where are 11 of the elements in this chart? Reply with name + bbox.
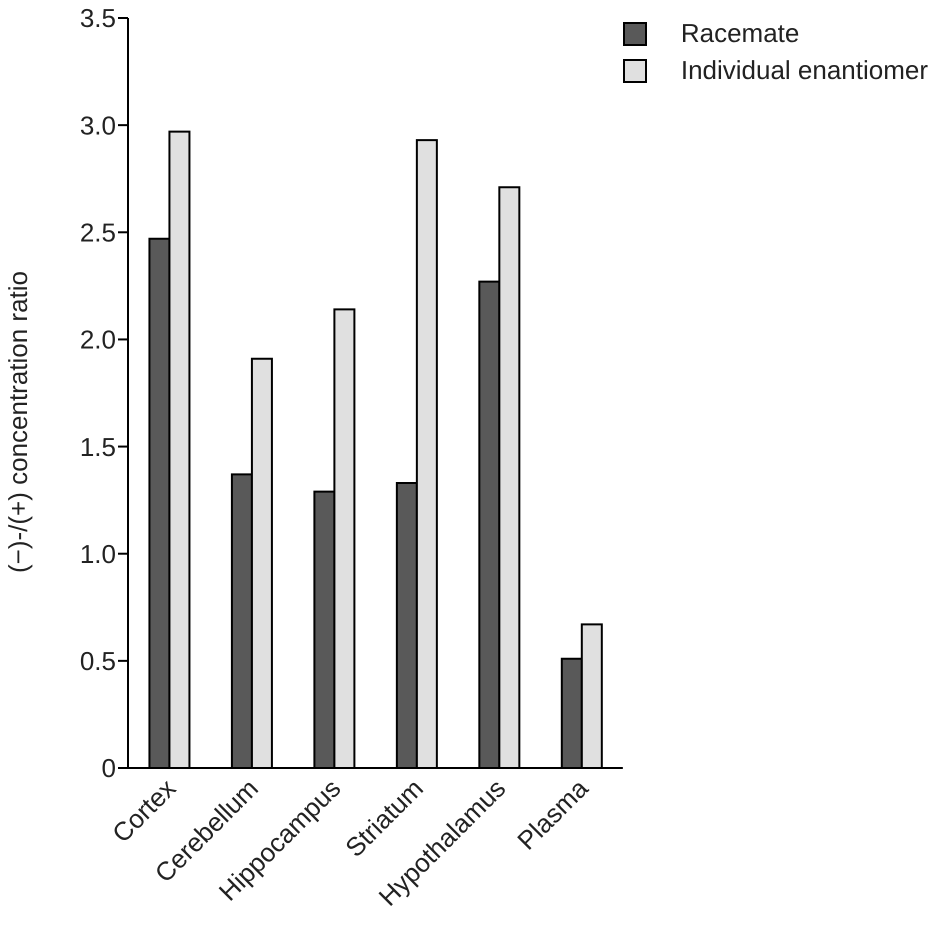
- y-tick-label: 0.5: [80, 646, 116, 676]
- y-axis-title: (−)-/(+) concentration ratio: [3, 270, 34, 573]
- y-tick-label: 1.0: [80, 538, 116, 569]
- legend-label: Racemate: [680, 18, 800, 49]
- y-tick-label: 3.5: [80, 3, 116, 34]
- y-tick-label: 3.0: [80, 110, 116, 140]
- y-tick-label: 2.5: [80, 218, 116, 248]
- legend-label: Individual enantiomer: [680, 55, 928, 86]
- y-tick-label: 0: [102, 753, 116, 784]
- y-tick-label: 1.5: [80, 432, 116, 462]
- y-tick-label: 2.0: [80, 324, 116, 355]
